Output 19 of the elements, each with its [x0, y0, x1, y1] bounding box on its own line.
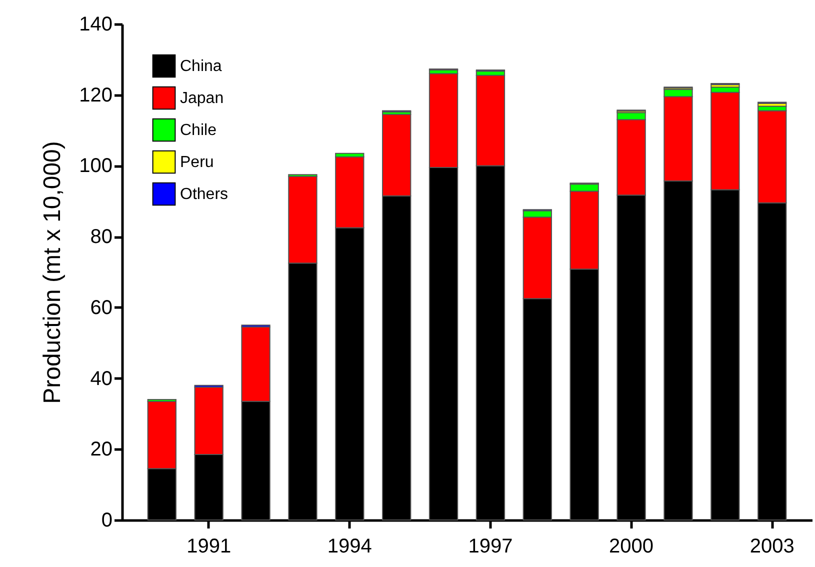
- y-axis-title: Production (mt x 10,000): [39, 141, 66, 404]
- y-tick-label: 60: [90, 296, 112, 319]
- y-tick-label: 20: [90, 438, 112, 461]
- y-tick-label: 80: [90, 226, 112, 248]
- y-tick-label: 120: [79, 84, 112, 106]
- x-tick-label: 1991: [186, 536, 232, 558]
- legend-label: Chile: [180, 122, 217, 139]
- legend-label: China: [180, 58, 222, 75]
- y-tick-label: 0: [101, 510, 112, 532]
- y-tick-label: 100: [79, 155, 112, 178]
- x-tick-label: 1994: [327, 536, 372, 558]
- y-tick-label: 40: [90, 368, 112, 390]
- x-tick-label: 2000: [609, 536, 654, 558]
- legend-label: Peru: [180, 154, 214, 171]
- y-tick-label: 140: [79, 14, 112, 36]
- legend-label: Others: [180, 186, 228, 203]
- legend-label: Japan: [180, 90, 224, 107]
- x-tick-label: 1997: [468, 536, 513, 558]
- x-tick-label: 2003: [750, 536, 794, 558]
